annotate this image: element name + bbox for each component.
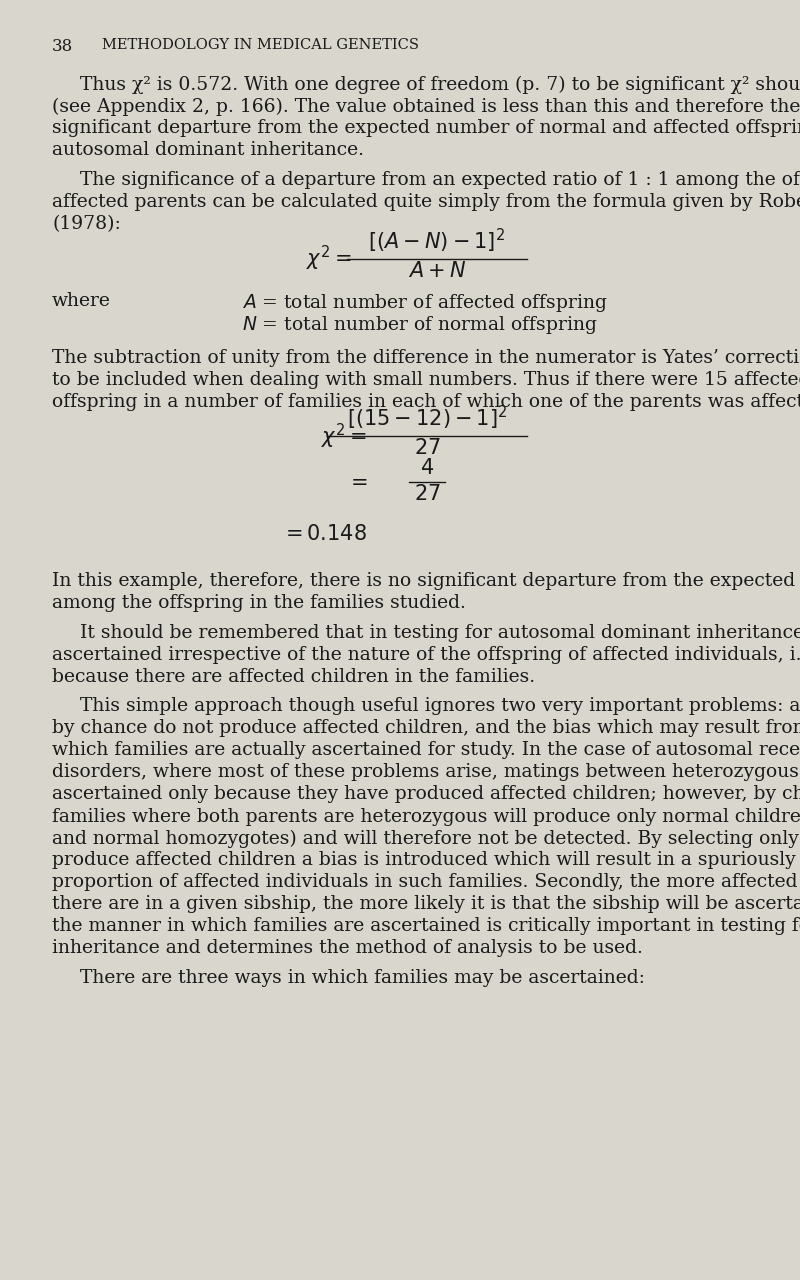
Text: because there are affected children in the families.: because there are affected children in t… — [52, 668, 535, 686]
Text: significant departure from the expected number of normal and affected offspring : significant departure from the expected … — [52, 119, 800, 137]
Text: The significance of a departure from an expected ratio of 1 : 1 among the offspr: The significance of a departure from an … — [80, 172, 800, 189]
Text: which families are actually ascertained for study. In the case of autosomal rece: which families are actually ascertained … — [52, 741, 800, 759]
Text: among the offspring in the families studied.: among the offspring in the families stud… — [52, 594, 466, 612]
Text: $N$ = total number of normal offspring: $N$ = total number of normal offspring — [242, 314, 598, 335]
Text: METHODOLOGY IN MEDICAL GENETICS: METHODOLOGY IN MEDICAL GENETICS — [102, 38, 419, 52]
Text: It should be remembered that in testing for autosomal dominant inheritance, fami: It should be remembered that in testing … — [80, 623, 800, 641]
Text: $\chi^2 =$: $\chi^2 =$ — [322, 421, 367, 451]
Text: proportion of affected individuals in such families. Secondly, the more affected: proportion of affected individuals in su… — [52, 873, 800, 891]
Text: produce affected children a bias is introduced which will result in a spuriously: produce affected children a bias is intr… — [52, 851, 800, 869]
Text: $= 0.148$: $= 0.148$ — [281, 524, 367, 544]
Text: to be included when dealing with small numbers. Thus if there were 15 affected a: to be included when dealing with small n… — [52, 371, 800, 389]
Text: by chance do not produce affected children, and the bias which may result from t: by chance do not produce affected childr… — [52, 719, 800, 737]
Text: ascertained irrespective of the nature of the offspring of affected individuals,: ascertained irrespective of the nature o… — [52, 645, 800, 663]
Text: offspring in a number of families in each of which one of the parents was affect: offspring in a number of families in eac… — [52, 393, 800, 411]
Text: $=$: $=$ — [346, 472, 367, 492]
Text: inheritance and determines the method of analysis to be used.: inheritance and determines the method of… — [52, 940, 643, 957]
Text: $[(A - N) - 1]^2$: $[(A - N) - 1]^2$ — [369, 227, 506, 255]
Text: where: where — [52, 292, 111, 310]
Text: In this example, therefore, there is no significant departure from the expected : In this example, therefore, there is no … — [52, 572, 800, 590]
Text: $\chi^2 =$: $\chi^2 =$ — [306, 244, 352, 274]
Text: the manner in which families are ascertained is critically important in testing : the manner in which families are ascerta… — [52, 918, 800, 936]
Text: and normal homozygotes) and will therefore not be detected. By selecting only fa: and normal homozygotes) and will therefo… — [52, 829, 800, 847]
Text: $4$: $4$ — [420, 458, 434, 477]
Text: there are in a given sibship, the more likely it is that the sibship will be asc: there are in a given sibship, the more l… — [52, 895, 800, 914]
Text: $A + N$: $A + N$ — [408, 261, 466, 280]
Text: Thus χ² is 0.572. With one degree of freedom (p. 7) to be significant χ² should : Thus χ² is 0.572. With one degree of fre… — [80, 76, 800, 93]
Text: $[(15 - 12) - 1]^2$: $[(15 - 12) - 1]^2$ — [347, 404, 507, 433]
Text: (1978):: (1978): — [52, 215, 121, 233]
Text: The subtraction of unity from the difference in the numerator is Yates’ correcti: The subtraction of unity from the differ… — [52, 348, 800, 366]
Text: (see Appendix 2, p. 166). The value obtained is less than this and therefore the: (see Appendix 2, p. 166). The value obta… — [52, 97, 800, 115]
Text: This simple approach though useful ignores two very important problems: at risk : This simple approach though useful ignor… — [80, 698, 800, 716]
Text: ascertained only because they have produced affected children; however, by chanc: ascertained only because they have produ… — [52, 786, 800, 804]
Text: $27$: $27$ — [414, 484, 440, 504]
Text: affected parents can be calculated quite simply from the formula given by Robert: affected parents can be calculated quite… — [52, 193, 800, 211]
Text: families where both parents are heterozygous will produce only normal children (: families where both parents are heterozy… — [52, 808, 800, 826]
Text: 38: 38 — [52, 38, 74, 55]
Text: There are three ways in which families may be ascertained:: There are three ways in which families m… — [80, 969, 645, 987]
Text: autosomal dominant inheritance.: autosomal dominant inheritance. — [52, 141, 364, 160]
Text: disorders, where most of these problems arise, matings between heterozygous pare: disorders, where most of these problems … — [52, 763, 800, 781]
Text: $A$ = total number of affected offspring: $A$ = total number of affected offspring — [242, 292, 607, 314]
Text: $27$: $27$ — [414, 438, 440, 458]
